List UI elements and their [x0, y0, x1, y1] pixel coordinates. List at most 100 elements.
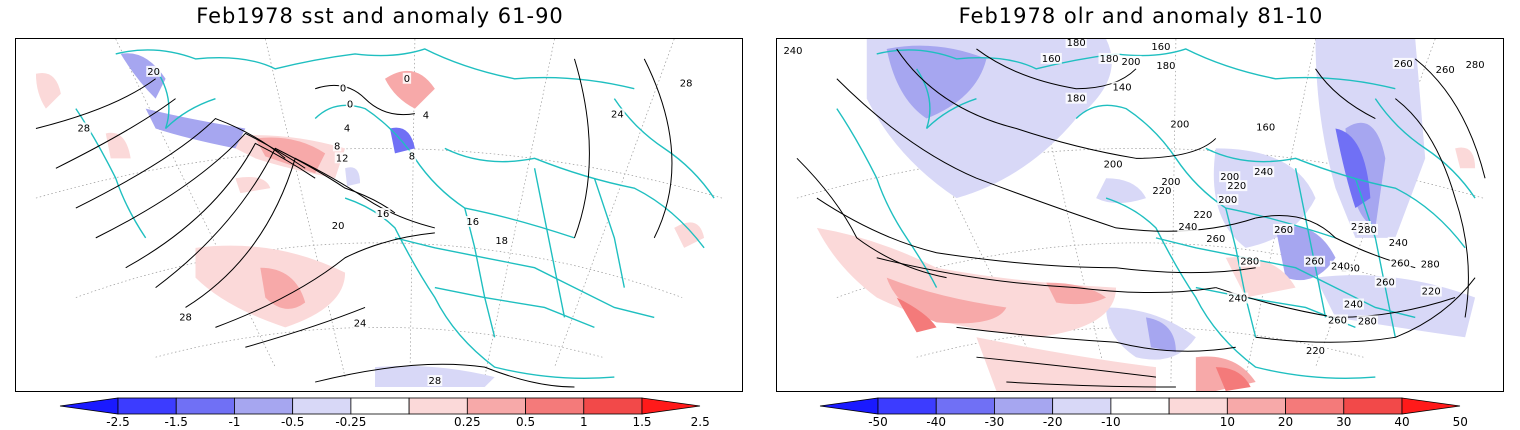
colorbar-segment: [1168, 397, 1228, 415]
colorbar-tick-label: 50: [1452, 415, 1468, 429]
contour-label-bg: [1151, 185, 1173, 197]
contour-label: 260: [1206, 234, 1225, 245]
contour-label-bg: [421, 109, 431, 121]
contour-label-bg: [1273, 223, 1295, 235]
colorbar-tick-label: -40: [926, 415, 947, 429]
contour-label-bg: [1065, 39, 1087, 48]
panel-title: Feb1978 sst and anomaly 61-90: [196, 4, 564, 28]
contour-label: 28: [429, 376, 442, 387]
contour-label-bg: [678, 77, 694, 89]
colorbar-tick-label: 30: [1336, 415, 1352, 429]
colorbar-tick-label: 40: [1394, 415, 1410, 429]
colorbar-tick-label: -10: [1101, 415, 1121, 429]
contour-label-bg: [1192, 209, 1214, 220]
contour-label: 8: [409, 151, 415, 162]
contour-label: 280: [1466, 60, 1485, 71]
contour-label-bg: [178, 311, 193, 323]
contour-label: 28: [77, 123, 90, 134]
contour-label: 24: [354, 318, 367, 329]
contour-label: 18: [495, 236, 508, 247]
contour-label: 16: [377, 209, 390, 220]
contour-label: 240: [783, 46, 802, 57]
contour-label-bg: [609, 108, 625, 120]
colorbar-tick-label: 1.5: [632, 415, 652, 429]
contour-label: 260: [1305, 257, 1324, 268]
panel-title: Feb1978 olr and anomaly 81-10: [958, 4, 1324, 28]
contour-label-bg: [494, 234, 510, 246]
contour-label: 180: [1067, 39, 1086, 49]
colorbar-tick-label: -1.5: [164, 415, 188, 429]
contour-label: 12: [336, 153, 349, 164]
contour-label-bg: [1342, 298, 1364, 310]
colorbar-tick-label: -30: [984, 415, 1005, 429]
contour-label-bg: [1098, 52, 1120, 64]
contour-label: 8: [334, 141, 340, 152]
contour-label: 280: [1358, 225, 1377, 236]
contour-label: 200: [1220, 172, 1239, 183]
contour-label-bg: [1111, 81, 1133, 93]
contour-label: 140: [1113, 83, 1132, 94]
colorbar-tick-label: -0.25: [335, 415, 367, 429]
contour-label-bg: [1065, 92, 1087, 104]
contour-label-bg: [342, 122, 352, 134]
contour-label-bg: [1040, 52, 1062, 64]
contour-label: 200: [1218, 195, 1237, 206]
contour-label-bg: [1255, 121, 1277, 133]
contour-label: 200: [1161, 177, 1180, 188]
contour-label: 220: [1422, 287, 1441, 298]
contour-label-bg: [332, 140, 342, 152]
colorbar-tick-label: 2.5: [690, 415, 710, 429]
contour-label: 240: [1228, 294, 1247, 305]
contour-label-bg: [1304, 345, 1327, 357]
colorbar-segment: [1052, 397, 1112, 415]
contour-label-bg: [1419, 258, 1441, 270]
contour-label-bg: [345, 98, 355, 110]
contour-label-bg: [1387, 236, 1409, 248]
colorbar-segment: [525, 397, 585, 415]
contour-label-bg: [352, 317, 368, 329]
contour-label-bg: [1227, 292, 1249, 304]
contour-label: 20: [332, 221, 345, 232]
contour-label: 0: [404, 74, 410, 85]
contour-label-bg: [1303, 255, 1326, 267]
contour-label-bg: [1155, 59, 1177, 71]
contour-label: 4: [423, 111, 429, 122]
contour-label: 240: [1344, 299, 1363, 310]
contour-label: 280: [1240, 257, 1259, 268]
contour-label: 24: [611, 110, 624, 121]
contour-label: 200: [1170, 120, 1189, 131]
colorbar-tick-label: 0.25: [453, 415, 481, 429]
colorbar-segment: [994, 397, 1054, 415]
contour-label-bg: [338, 82, 348, 94]
colorbar-tick-label: -20: [1042, 415, 1063, 429]
contour-label: 20: [147, 67, 160, 78]
contour-label-bg: [375, 208, 391, 219]
contour-label: 240: [1254, 167, 1273, 178]
contour-label: 280: [1421, 260, 1440, 271]
contour-label: 260: [1436, 65, 1455, 76]
colorbar-segment: [466, 397, 526, 415]
contour-label-bg: [330, 219, 346, 231]
colorbar-tick-label: -1: [228, 415, 241, 429]
contour-label-bg: [76, 122, 92, 134]
contour-label: 160: [1151, 42, 1170, 53]
colorbar-end-low: [819, 397, 879, 415]
colorbar-segment: [935, 397, 995, 415]
contour-label-bg: [407, 150, 417, 162]
contour-label: 180: [1156, 61, 1175, 72]
contour-label-bg: [1329, 260, 1352, 272]
colorbar-tick-label: -2.5: [106, 415, 130, 429]
olr-colorbar: [819, 397, 1461, 415]
contour-label: 240: [1331, 262, 1350, 273]
contour-label-bg: [1205, 232, 1227, 244]
contour-label-bg: [782, 44, 804, 56]
contour-label-bg: [465, 215, 481, 227]
colorbar-segment: [408, 397, 468, 415]
colorbar-end-high: [1401, 397, 1461, 415]
contour-label-bg: [1326, 314, 1349, 326]
colorbar-segment: [1285, 397, 1345, 415]
colorbar-segment: [1110, 397, 1170, 415]
contour-label-bg: [402, 72, 412, 84]
contour-label: 220: [1306, 346, 1325, 357]
contour-label: 180: [1067, 94, 1086, 105]
